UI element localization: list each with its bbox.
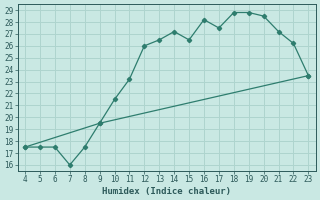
X-axis label: Humidex (Indice chaleur): Humidex (Indice chaleur) bbox=[102, 187, 231, 196]
